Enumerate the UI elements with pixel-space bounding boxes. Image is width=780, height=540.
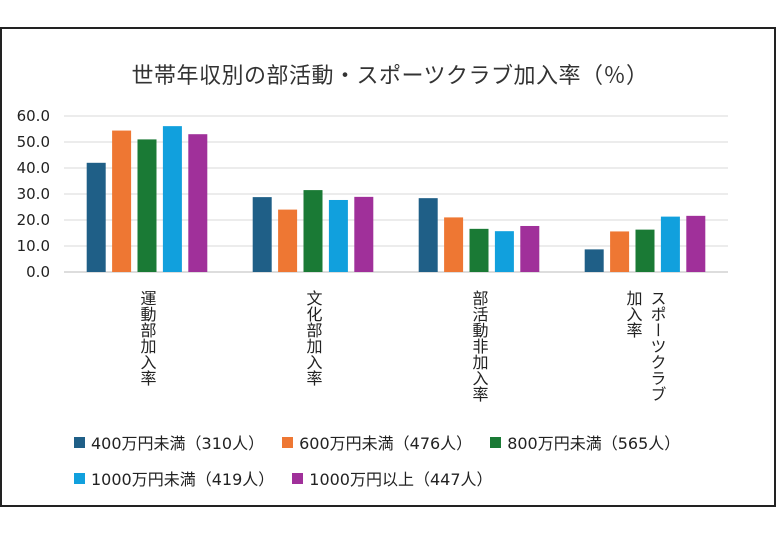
bar-3-series-4 xyxy=(494,231,514,272)
y-tick-label: 60.0 xyxy=(17,107,50,125)
bar-3-series-5 xyxy=(520,225,540,272)
legend-item: 800万円未満（565人） xyxy=(490,430,680,454)
bar-4-series-4 xyxy=(660,216,680,272)
bar-1-series-5 xyxy=(188,134,208,272)
bar-3-series-1 xyxy=(418,198,438,272)
x-axis-labels: 運動部加入率 文化部加入率 部活動非加入率 スポーツクラブ加入率 xyxy=(138,290,667,402)
y-tick-label: 30.0 xyxy=(17,185,50,203)
chart-title: 世帯年収別の部活動・スポーツクラブ加入率（％） xyxy=(131,64,649,89)
legend-swatch xyxy=(292,472,304,484)
bar-2-series-5 xyxy=(354,196,374,272)
y-tick-label: 20.0 xyxy=(17,211,50,229)
legend-swatch xyxy=(74,472,85,484)
legend-label: 400万円未満（310人） xyxy=(91,434,265,453)
bar-4-series-2 xyxy=(610,231,630,272)
legend-item: 1000万円未満（419人） xyxy=(74,466,274,490)
x-category-label: 加入率 xyxy=(624,290,643,338)
y-tick-label: 50.0 xyxy=(17,133,50,151)
legend-label: 800万円未満（565人） xyxy=(507,434,681,453)
bar-2-series-3 xyxy=(303,190,323,272)
bar-1-series-4 xyxy=(162,126,182,272)
bar-3-series-3 xyxy=(469,228,489,272)
bar-2-series-2 xyxy=(278,209,298,272)
legend-label: 600万円未満（476人） xyxy=(299,434,473,453)
legend: 400万円未満（310人） 600万円未満（476人） 800万円未満（565人） … xyxy=(74,430,714,502)
bar-4-series-1 xyxy=(584,249,604,272)
y-tick-label: 0.0 xyxy=(26,263,50,281)
bars xyxy=(86,126,706,272)
legend-label: 1000万円未満（419人） xyxy=(91,470,275,489)
bar-1-series-2 xyxy=(112,130,132,272)
y-tick-label: 40.0 xyxy=(17,159,50,177)
bar-3-series-2 xyxy=(444,217,464,272)
legend-item: 1000万円以上（447人） xyxy=(292,466,493,490)
x-category-label: スポーツクラブ xyxy=(648,290,667,402)
x-category-label: 部活動非加入率 xyxy=(470,290,489,402)
x-category-label: 文化部加入率 xyxy=(304,290,323,386)
bar-4-series-5 xyxy=(686,215,706,272)
legend-item: 600万円未満（476人） xyxy=(282,430,472,454)
legend-label: 1000万円以上（447人） xyxy=(309,470,493,489)
legend-item: 400万円未満（310人） xyxy=(74,430,264,454)
bar-1-series-3 xyxy=(137,139,157,272)
y-axis-ticks: 0.0 10.0 20.0 30.0 40.0 50.0 60.0 xyxy=(17,107,50,281)
x-category-label: 運動部加入率 xyxy=(138,290,157,386)
bar-1-series-1 xyxy=(86,162,106,272)
legend-swatch xyxy=(74,436,85,448)
bar-2-series-4 xyxy=(328,199,348,272)
y-tick-label: 10.0 xyxy=(17,237,50,255)
legend-swatch xyxy=(490,436,502,448)
legend-swatch xyxy=(282,436,294,448)
bar-4-series-3 xyxy=(635,229,655,272)
bar-2-series-1 xyxy=(252,197,272,272)
